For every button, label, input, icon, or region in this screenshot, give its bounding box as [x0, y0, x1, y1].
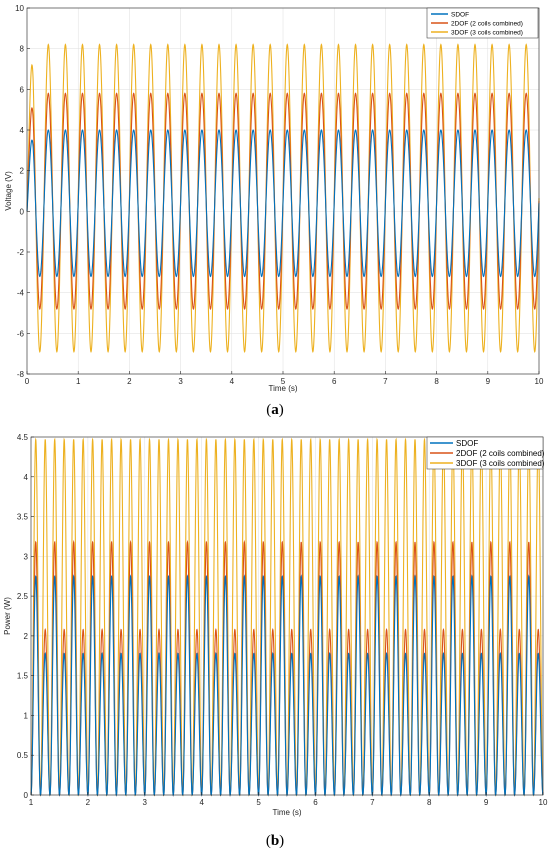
power-legend-label-3dof: 3DOF (3 coils combined): [456, 459, 545, 468]
power-y-tick-label: 2.5: [17, 592, 29, 601]
voltage-series-lines: [26, 43, 540, 353]
voltage-x-tick-label: 8: [434, 377, 439, 386]
voltage-y-tick-label: 10: [15, 4, 24, 13]
power-x-tick-label: 7: [370, 798, 375, 807]
voltage-x-tick-label: 0: [25, 377, 30, 386]
power-x-tick-label: 9: [484, 798, 489, 807]
power-x-tick-label: 6: [313, 798, 318, 807]
power-chart-panel: 1 2 3 4 5 6 7 8 9 10 0 0.5 1 1.5 2 2.5 3 3.5 4 4.5 Time (s…: [3, 433, 548, 849]
voltage-y-tick-label: 8: [20, 45, 25, 54]
power-plot-frame: [30, 436, 544, 796]
caption-a: (a): [266, 402, 284, 418]
voltage-y-tick-label: 0: [20, 207, 25, 216]
power-x-tick-label: 4: [199, 798, 204, 807]
power-x-tick-label: 10: [539, 798, 548, 807]
voltage-series-sdof: [26, 129, 540, 278]
power-x-ticks: 1 2 3 4 5 6 7 8 9 10: [29, 792, 548, 807]
voltage-x-tick-label: 5: [281, 377, 286, 386]
power-y-axis-label: Power (W): [3, 597, 12, 635]
voltage-x-tick-label: 3: [178, 377, 183, 386]
power-x-tick-label: 3: [143, 798, 148, 807]
power-y-tick-label: 2: [24, 632, 29, 641]
voltage-y-tick-label: -8: [17, 370, 25, 379]
power-x-tick-label: 8: [427, 798, 432, 807]
power-y-tick-label: 1: [24, 711, 29, 720]
voltage-y-tick-label: -2: [17, 248, 25, 257]
voltage-y-tick-label: -6: [17, 329, 25, 338]
voltage-x-tick-label: 9: [486, 377, 491, 386]
power-y-tick-label: 3: [24, 552, 29, 561]
power-y-tick-label: 0: [24, 791, 29, 800]
voltage-x-tick-label: 1: [76, 377, 81, 386]
voltage-y-tick-label: 2: [20, 167, 25, 176]
voltage-x-tick-label: 6: [332, 377, 337, 386]
voltage-x-tick-label: 2: [127, 377, 132, 386]
power-y-tick-label: 4.5: [17, 433, 29, 442]
power-y-ticks: 0 0.5 1 1.5 2 2.5 3 3.5 4 4.5: [17, 433, 34, 800]
power-x-tick-label: 1: [29, 798, 34, 807]
voltage-y-axis-label: Voltage (V): [4, 171, 13, 211]
voltage-y-tick-label: -4: [17, 289, 25, 298]
power-y-tick-label: 0.5: [17, 751, 29, 760]
power-legend-label-2dof: 2DOF (2 coils combined): [456, 449, 545, 458]
power-legend-label-sdof: SDOF: [456, 439, 478, 448]
voltage-legend-label-2dof: 2DOF (2 coils combined): [451, 21, 523, 28]
caption-b: (b): [266, 833, 284, 849]
power-y-tick-label: 3.5: [17, 513, 29, 522]
voltage-x-axis-label: Time (s): [268, 384, 297, 393]
power-y-tick-label: 4: [24, 473, 29, 482]
power-plot-area: [31, 437, 543, 795]
voltage-legend-label-3dof: 3DOF (3 coils combined): [451, 30, 523, 37]
voltage-x-tick-label: 4: [230, 377, 235, 386]
power-x-axis-label: Time (s): [272, 808, 301, 817]
voltage-y-tick-label: 6: [20, 85, 25, 94]
voltage-legend: SDOF 2DOF (2 coils combined) 3DOF (3 coi…: [426, 7, 539, 39]
power-x-tick-label: 5: [256, 798, 261, 807]
voltage-legend-label-sdof: SDOF: [451, 12, 469, 19]
power-y-tick-label: 1.5: [17, 672, 29, 681]
power-x-tick-label: 2: [86, 798, 91, 807]
voltage-x-ticks: 0 1 2 3 4 5 6 7 8 9 10: [25, 371, 544, 386]
voltage-x-tick-label: 10: [535, 377, 544, 386]
voltage-chart-panel: 0 1 2 3 4 5 6 7 8 9 10 -8 -6 -4 -2 0 2 4 6 8 10 Time (s) Vo…: [4, 4, 544, 418]
power-legend: SDOF 2DOF (2 coils combined) 3DOF (3 coi…: [426, 436, 545, 470]
voltage-x-tick-label: 7: [383, 377, 388, 386]
voltage-y-tick-label: 4: [20, 126, 25, 135]
voltage-y-ticks: -8 -6 -4 -2 0 2 4 6 8 10: [15, 4, 30, 379]
